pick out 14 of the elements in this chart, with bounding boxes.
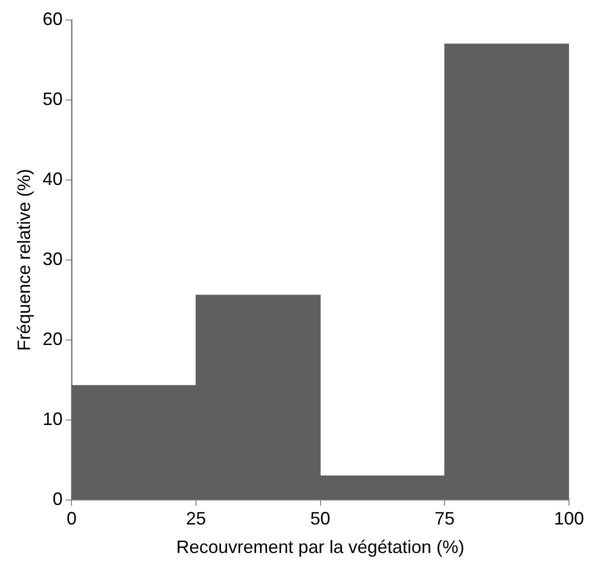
- y-tick-label: 60: [42, 8, 63, 29]
- y-tick-label: 10: [42, 408, 63, 429]
- y-tick-label: 20: [42, 328, 63, 349]
- y-tick-label: 30: [42, 248, 63, 269]
- y-axis-title: Fréquence relative (%): [14, 168, 34, 351]
- x-tick-label: 100: [554, 508, 584, 529]
- x-tick-label: 0: [66, 508, 77, 529]
- y-tick-label: 40: [42, 168, 63, 189]
- x-axis-title: Recouvrement par la végétation (%): [176, 537, 464, 558]
- x-tick-label: 25: [186, 508, 206, 529]
- y-tick-label: 50: [42, 88, 63, 109]
- y-tick-label: 0: [52, 488, 63, 509]
- x-tick-label: 75: [434, 508, 455, 529]
- x-tick-label: 50: [310, 508, 330, 529]
